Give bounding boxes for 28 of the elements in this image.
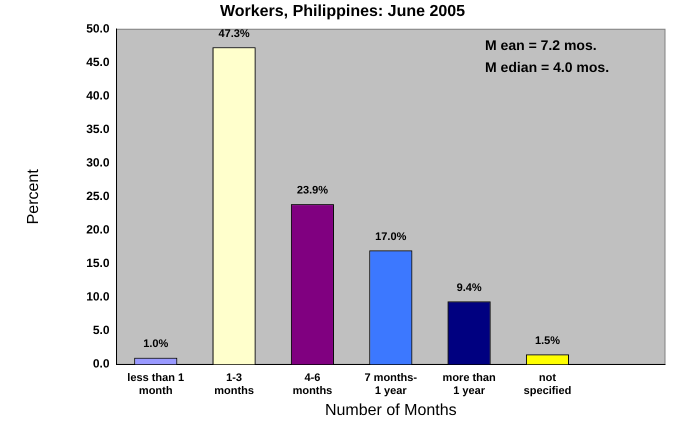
text: 25.0 xyxy=(86,189,110,204)
x-tick-label: less than 1 month xyxy=(127,372,184,398)
x-tick-label: 1-3 months xyxy=(214,372,254,398)
data-label: 23.9% xyxy=(296,184,328,197)
text: 50.0 xyxy=(86,22,110,36)
x-tick-label: 7 months-1 year xyxy=(364,372,418,398)
text: 5.0 xyxy=(92,323,110,338)
text: 35.0 xyxy=(86,122,110,136)
data-label: 1.5% xyxy=(534,334,560,347)
data-label: 9.4% xyxy=(456,282,482,294)
annotation: M edian = 4.0 mos. xyxy=(485,59,610,76)
data-label: 17.0% xyxy=(375,230,407,243)
x-tick-label: 4-6 months xyxy=(292,372,332,398)
data-label: 47.3% xyxy=(218,28,250,40)
text: 0.0 xyxy=(92,356,110,371)
text: 30.0 xyxy=(86,156,110,170)
text: 40.0 xyxy=(86,88,110,103)
text: 15.0 xyxy=(86,256,110,270)
data-label: 1.0% xyxy=(143,338,168,350)
x-axis-title: Number of Months xyxy=(324,402,457,419)
chart-title: Workers, Philippines: June 2005 xyxy=(220,3,466,20)
x-tick-label: more than 1 year xyxy=(442,372,496,398)
text: 20.0 xyxy=(86,222,110,237)
annotation: M ean = 7.2 mos. xyxy=(485,37,597,54)
text: 45.0 xyxy=(86,55,110,70)
x-tick-label: not specified xyxy=(524,372,572,398)
y-axis-title: Percent xyxy=(25,168,42,224)
text: 10.0 xyxy=(86,290,110,304)
